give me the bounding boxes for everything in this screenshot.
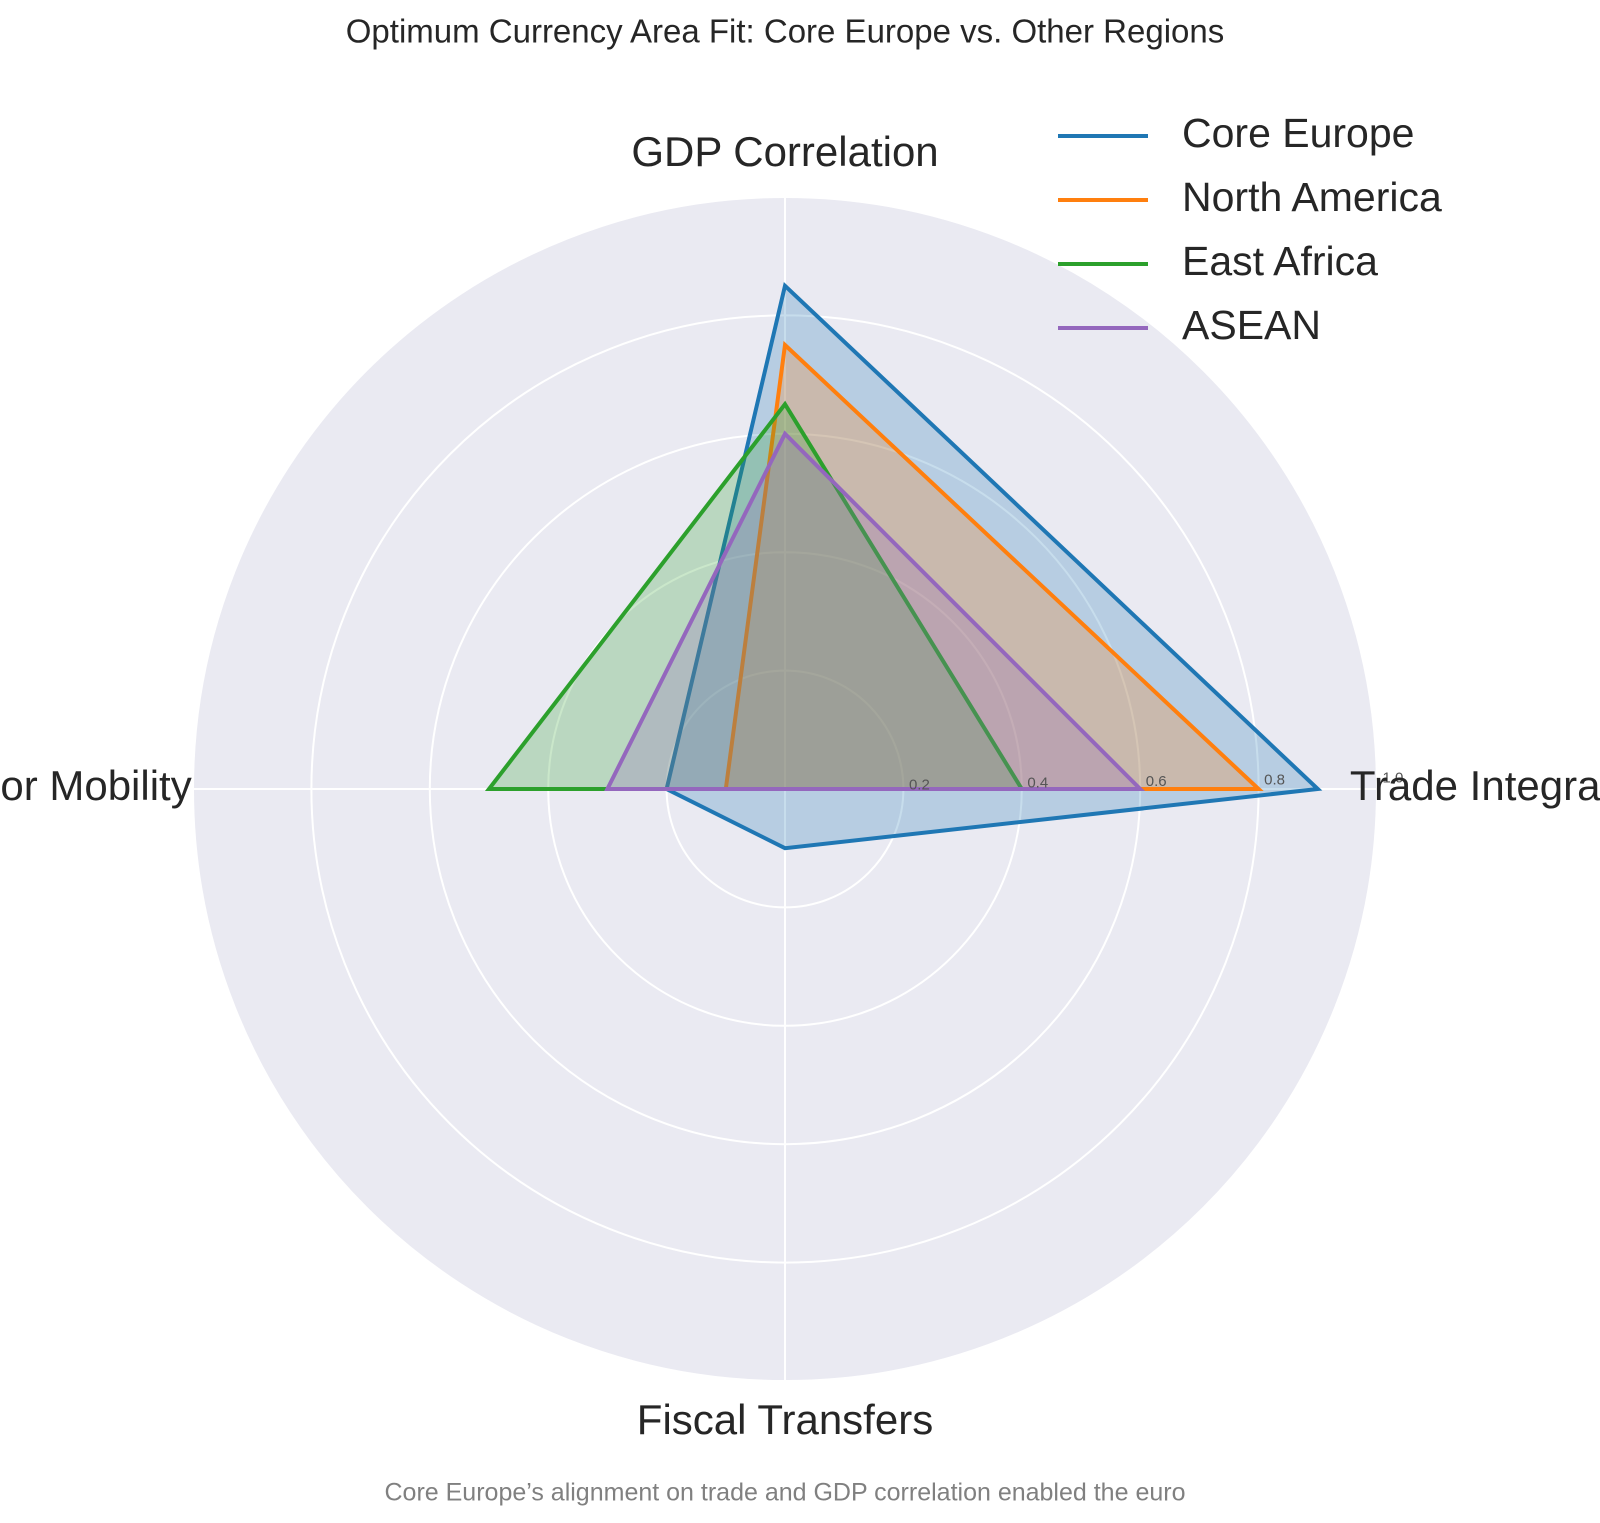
legend-label: Core Europe — [1182, 110, 1414, 156]
legend: Core Europe North America East Africa ASEAN — [1058, 110, 1442, 348]
r-tick-label: 0.4 — [1027, 775, 1048, 792]
legend-label: North America — [1182, 174, 1442, 220]
chart-subtitle: Core Europe’s alignment on trade and GDP… — [385, 1479, 1186, 1507]
category-label: Trade Integration — [1350, 762, 1600, 809]
series-area — [607, 433, 1141, 789]
r-tick-label: 0.2 — [909, 776, 930, 793]
legend-label: East Africa — [1182, 238, 1378, 284]
r-tick-label: 0.6 — [1146, 773, 1167, 790]
series-line — [664, 281, 1323, 851]
category-label: GDP Correlation — [631, 128, 938, 175]
series-area — [725, 345, 1259, 789]
chart-title: Optimum Currency Area Fit: Core Europe v… — [346, 13, 1225, 50]
legend-label: ASEAN — [1182, 302, 1321, 348]
series-area — [489, 404, 1022, 789]
series-line — [604, 430, 1146, 791]
r-tick-label: 0.8 — [1264, 771, 1285, 788]
series-area — [666, 285, 1318, 849]
category-label: Fiscal Transfers — [637, 1396, 933, 1443]
category-label: Labor Mobility — [0, 762, 192, 809]
r-tick-label: 1.0 — [1383, 770, 1404, 787]
